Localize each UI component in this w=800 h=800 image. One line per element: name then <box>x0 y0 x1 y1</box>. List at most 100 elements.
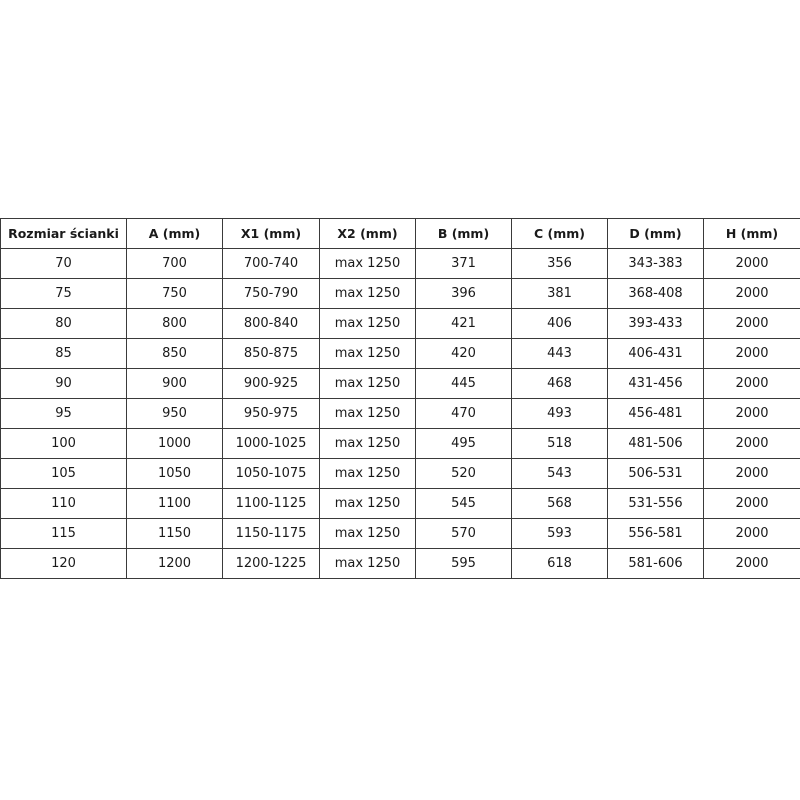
table-row: 95 950 950-975 max 1250 470 493 456-481 2000 <box>0 398 800 429</box>
table-cell: 85 <box>0 338 127 369</box>
table-cell: 2000 <box>703 548 800 579</box>
column-header: B (mm) <box>415 218 512 249</box>
table-cell: 343-383 <box>607 248 704 279</box>
table-cell: 406-431 <box>607 338 704 369</box>
table-cell: 445 <box>415 368 512 399</box>
table-cell: 381 <box>511 278 608 309</box>
table-cell: 556-581 <box>607 518 704 549</box>
table-cell: 2000 <box>703 278 800 309</box>
table-cell: 545 <box>415 488 512 519</box>
table-cell: max 1250 <box>319 248 416 279</box>
table-cell: 1100 <box>126 488 223 519</box>
table-cell: max 1250 <box>319 368 416 399</box>
table-cell: 420 <box>415 338 512 369</box>
table-cell: 900-925 <box>222 368 320 399</box>
table-cell: 2000 <box>703 368 800 399</box>
table-cell: 110 <box>0 488 127 519</box>
table-row: 70 700 700-740 max 1250 371 356 343-383 2000 <box>0 248 800 279</box>
table-cell: 520 <box>415 458 512 489</box>
table-cell: 900 <box>126 368 223 399</box>
table-cell: max 1250 <box>319 428 416 459</box>
table-cell: 2000 <box>703 458 800 489</box>
table-row: 80 800 800-840 max 1250 421 406 393-433 2000 <box>0 308 800 339</box>
column-header: X2 (mm) <box>319 218 416 249</box>
table-cell: 750-790 <box>222 278 320 309</box>
table-cell: 850 <box>126 338 223 369</box>
table-cell: 393-433 <box>607 308 704 339</box>
table-cell: 90 <box>0 368 127 399</box>
table-cell: 1000 <box>126 428 223 459</box>
table-cell: 700-740 <box>222 248 320 279</box>
table-cell: 80 <box>0 308 127 339</box>
dimensions-table: Rozmiar ścianki A (mm) X1 (mm) X2 (mm) B (mm… <box>0 218 800 579</box>
table-cell: max 1250 <box>319 338 416 369</box>
column-header: X1 (mm) <box>222 218 320 249</box>
column-header: A (mm) <box>126 218 223 249</box>
table-cell: 105 <box>0 458 127 489</box>
table-cell: 468 <box>511 368 608 399</box>
table-cell: 700 <box>126 248 223 279</box>
table-cell: 950 <box>126 398 223 429</box>
table-cell: max 1250 <box>319 458 416 489</box>
header-row: Rozmiar ścianki A (mm) X1 (mm) X2 (mm) B (mm… <box>0 218 800 249</box>
table-cell: 406 <box>511 308 608 339</box>
table-cell: 1050-1075 <box>222 458 320 489</box>
table-cell: 396 <box>415 278 512 309</box>
table-cell: 431-456 <box>607 368 704 399</box>
table-cell: 371 <box>415 248 512 279</box>
table-cell: 581-606 <box>607 548 704 579</box>
table-cell: 100 <box>0 428 127 459</box>
table-row: 110 1100 1100-1125 max 1250 545 568 531-556 200… <box>0 488 800 519</box>
column-header: H (mm) <box>703 218 800 249</box>
table-cell: 443 <box>511 338 608 369</box>
table-cell: 495 <box>415 428 512 459</box>
table-cell: 518 <box>511 428 608 459</box>
table-cell: 543 <box>511 458 608 489</box>
table-cell: 595 <box>415 548 512 579</box>
table-cell: max 1250 <box>319 548 416 579</box>
column-header: D (mm) <box>607 218 704 249</box>
table-cell: 531-556 <box>607 488 704 519</box>
table-cell: 506-531 <box>607 458 704 489</box>
table-cell: max 1250 <box>319 278 416 309</box>
table-cell: 570 <box>415 518 512 549</box>
column-header: Rozmiar ścianki <box>0 218 127 249</box>
table-row: 85 850 850-875 max 1250 420 443 406-431 2000 <box>0 338 800 369</box>
table-cell: 2000 <box>703 428 800 459</box>
table-row: 105 1050 1050-1075 max 1250 520 543 506-531 200… <box>0 458 800 489</box>
table-row: 100 1000 1000-1025 max 1250 495 518 481-506 200… <box>0 428 800 459</box>
table-cell: 470 <box>415 398 512 429</box>
table-cell: 850-875 <box>222 338 320 369</box>
table-cell: max 1250 <box>319 488 416 519</box>
table-cell: 456-481 <box>607 398 704 429</box>
table-cell: max 1250 <box>319 308 416 339</box>
table-cell: 1200 <box>126 548 223 579</box>
table-cell: 1200-1225 <box>222 548 320 579</box>
table-cell: 70 <box>0 248 127 279</box>
table-cell: max 1250 <box>319 518 416 549</box>
table-cell: 356 <box>511 248 608 279</box>
table-cell: 1150-1175 <box>222 518 320 549</box>
table-cell: 1000-1025 <box>222 428 320 459</box>
table-cell: 2000 <box>703 308 800 339</box>
table-cell: 120 <box>0 548 127 579</box>
table-cell: 800 <box>126 308 223 339</box>
table-row: 120 1200 1200-1225 max 1250 595 618 581-606 200… <box>0 548 800 579</box>
table-row: 90 900 900-925 max 1250 445 468 431-456 2000 <box>0 368 800 399</box>
table-cell: 950-975 <box>222 398 320 429</box>
table-cell: 421 <box>415 308 512 339</box>
table-cell: 2000 <box>703 248 800 279</box>
table-cell: 1100-1125 <box>222 488 320 519</box>
table-cell: 618 <box>511 548 608 579</box>
table-cell: 568 <box>511 488 608 519</box>
table-cell: 368-408 <box>607 278 704 309</box>
table-cell: 1150 <box>126 518 223 549</box>
table-cell: 493 <box>511 398 608 429</box>
table-cell: max 1250 <box>319 398 416 429</box>
table-cell: 593 <box>511 518 608 549</box>
column-header: C (mm) <box>511 218 608 249</box>
table-cell: 2000 <box>703 338 800 369</box>
table-cell: 95 <box>0 398 127 429</box>
table-cell: 75 <box>0 278 127 309</box>
table-cell: 1050 <box>126 458 223 489</box>
